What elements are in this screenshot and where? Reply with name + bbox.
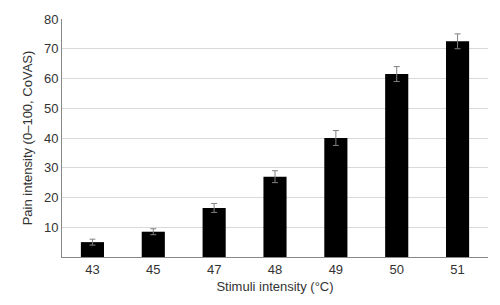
svg-text:70: 70 xyxy=(44,41,58,56)
svg-text:80: 80 xyxy=(44,12,58,27)
svg-text:51: 51 xyxy=(450,262,464,277)
svg-text:60: 60 xyxy=(44,71,58,86)
svg-text:Pain intensity (0–100, CoVAS): Pain intensity (0–100, CoVAS) xyxy=(20,51,35,226)
svg-text:43: 43 xyxy=(85,262,99,277)
svg-text:10: 10 xyxy=(44,220,58,235)
svg-text:48: 48 xyxy=(268,262,282,277)
svg-text:20: 20 xyxy=(44,190,58,205)
svg-text:Stimuli intensity (°C): Stimuli intensity (°C) xyxy=(216,279,333,294)
svg-text:45: 45 xyxy=(146,262,160,277)
svg-text:47: 47 xyxy=(207,262,221,277)
svg-text:30: 30 xyxy=(44,160,58,175)
svg-text:40: 40 xyxy=(44,131,58,146)
svg-text:50: 50 xyxy=(44,101,58,116)
svg-text:50: 50 xyxy=(389,262,403,277)
svg-text:49: 49 xyxy=(329,262,343,277)
